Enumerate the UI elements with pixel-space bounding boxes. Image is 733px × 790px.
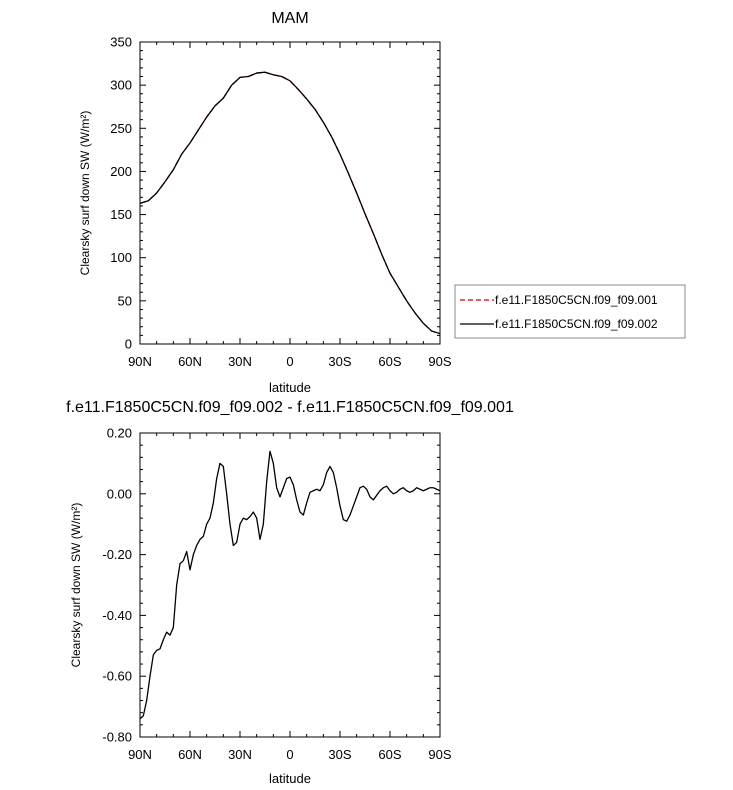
bottom-xtick-label: 30S — [328, 747, 351, 762]
top-ticks-layer: 90N 60N 30N 0 30S 60S 90S 0 50 100 150 200 250 300 350 — [110, 35, 452, 370]
bottom-xtick-label: 0 — [286, 747, 293, 762]
bottom-xlabel: latitude — [269, 771, 311, 786]
bottom-ytick-label: -0.80 — [102, 730, 132, 745]
top-ylabel: Clearsky surf down SW (W/m²) — [78, 111, 92, 276]
top-ytick-label: 100 — [110, 250, 132, 265]
bottom-title: f.e11.F1850C5CN.f09_f09.002 - f.e11.F185… — [66, 399, 514, 416]
top-series-line-1 — [139, 71, 441, 335]
top-ytick-label: 250 — [110, 121, 132, 136]
top-ytick-label: 300 — [110, 78, 132, 93]
top-panel: MAM 90N 60N 30N 0 30S 60S 90S 0 50 100 150 200 250 30… — [78, 10, 452, 395]
bottom-ytick-label: -0.40 — [102, 608, 132, 623]
bottom-ticks-layer: 90N 60N 30N 0 30S 60S 90S 0.20 0.00 -0.20 -0.40 -0.… — [102, 426, 452, 763]
top-xtick-label: 0 — [286, 354, 293, 369]
bottom-series-line-1 — [139, 450, 441, 720]
bottom-xtick-label: 60N — [178, 747, 202, 762]
bottom-xtick-label: 30N — [228, 747, 252, 762]
top-series-layer — [139, 71, 441, 335]
bottom-ylabel: Clearsky surf down SW (W/m²) — [69, 503, 83, 668]
top-plot-frame — [139, 41, 441, 345]
bottom-ytick-label: 0.20 — [107, 426, 132, 441]
top-xtick-label: 60S — [378, 354, 401, 369]
bottom-ytick-label: 0.00 — [107, 486, 132, 501]
bottom-ytick-label: -0.20 — [102, 547, 132, 562]
legend: f.e11.F1850C5CN.f09_f09.001 f.e11.F1850C… — [454, 284, 686, 339]
bottom-panel: f.e11.F1850C5CN.f09_f09.002 - f.e11.F185… — [66, 399, 514, 786]
top-ytick-label: 0 — [125, 337, 132, 352]
top-xtick-label: 90S — [428, 354, 451, 369]
top-xtick-label: 90N — [128, 354, 152, 369]
bottom-series-layer — [139, 450, 441, 720]
top-title: MAM — [271, 10, 308, 27]
top-ytick-label: 350 — [110, 35, 132, 50]
legend-label-001: f.e11.F1850C5CN.f09_f09.001 — [495, 293, 658, 307]
top-xtick-label: 60N — [178, 354, 202, 369]
legend-box — [454, 284, 686, 339]
top-ytick-label: 200 — [110, 164, 132, 179]
top-xtick-label: 30N — [228, 354, 252, 369]
bottom-xtick-label: 90S — [428, 747, 451, 762]
legend-label-002: f.e11.F1850C5CN.f09_f09.002 — [495, 317, 658, 331]
top-xtick-label: 30S — [328, 354, 351, 369]
top-series-line-2 — [139, 71, 441, 335]
top-ytick-label: 150 — [110, 207, 132, 222]
bottom-xtick-label: 90N — [128, 747, 152, 762]
top-ytick-label: 50 — [118, 293, 132, 308]
top-xlabel: latitude — [269, 380, 311, 395]
bottom-ytick-label: -0.60 — [102, 669, 132, 684]
bottom-xtick-label: 60S — [378, 747, 401, 762]
